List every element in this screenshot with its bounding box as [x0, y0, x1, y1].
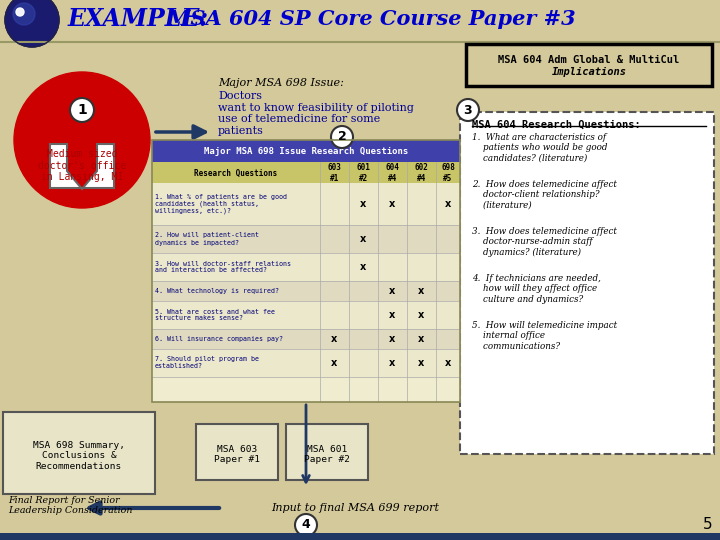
Text: x: x	[418, 358, 424, 368]
Text: 604
#4: 604 #4	[386, 163, 400, 183]
Text: x: x	[360, 234, 366, 244]
FancyBboxPatch shape	[152, 140, 460, 402]
Text: x: x	[389, 286, 395, 296]
FancyBboxPatch shape	[466, 44, 712, 86]
Text: 601
#2: 601 #2	[356, 163, 370, 183]
Text: x: x	[418, 310, 424, 320]
Circle shape	[13, 3, 35, 25]
Text: 2.  How does telemedicine affect
    doctor-client relationship?
    (literature: 2. How does telemedicine affect doctor-c…	[472, 180, 617, 210]
FancyBboxPatch shape	[152, 140, 460, 162]
Circle shape	[16, 8, 24, 16]
FancyBboxPatch shape	[460, 112, 714, 454]
FancyArrowPatch shape	[89, 502, 219, 514]
FancyBboxPatch shape	[152, 183, 460, 225]
Text: x: x	[360, 199, 366, 209]
Text: MSA 604 SP Core Course Paper #3: MSA 604 SP Core Course Paper #3	[160, 9, 575, 29]
Text: 5. What are costs and what fee
structure makes sense?: 5. What are costs and what fee structure…	[155, 308, 275, 321]
Text: x: x	[331, 358, 337, 368]
FancyBboxPatch shape	[152, 349, 460, 377]
Text: x: x	[445, 358, 451, 368]
Text: MSA 601
Paper #2: MSA 601 Paper #2	[304, 445, 350, 464]
FancyBboxPatch shape	[152, 162, 460, 183]
FancyBboxPatch shape	[152, 301, 460, 329]
Text: Medium sized
doctor's office
in Lansing, MI: Medium sized doctor's office in Lansing,…	[38, 149, 126, 182]
Text: MSA 604 Adm Global & MultiCul: MSA 604 Adm Global & MultiCul	[498, 55, 680, 65]
Text: Major MSA 698 Issue Research Questions: Major MSA 698 Issue Research Questions	[204, 146, 408, 156]
Text: 4: 4	[302, 518, 310, 531]
Text: Research Questions: Research Questions	[194, 168, 278, 178]
Text: 603
#1: 603 #1	[328, 163, 341, 183]
Text: Input to final MSA 699 report: Input to final MSA 699 report	[271, 503, 439, 513]
Text: 1: 1	[77, 103, 87, 117]
Polygon shape	[50, 144, 114, 189]
FancyBboxPatch shape	[196, 424, 278, 480]
Text: x: x	[418, 334, 424, 344]
Text: 3. How will doctor-staff relations
and interaction be affected?: 3. How will doctor-staff relations and i…	[155, 260, 291, 273]
FancyArrowPatch shape	[156, 126, 205, 138]
Text: x: x	[389, 310, 395, 320]
Text: x: x	[418, 286, 424, 296]
Circle shape	[14, 72, 150, 208]
Text: 5: 5	[703, 517, 712, 532]
FancyArrowPatch shape	[302, 405, 310, 482]
FancyBboxPatch shape	[0, 533, 720, 540]
Text: MSA 603
Paper #1: MSA 603 Paper #1	[214, 445, 260, 464]
Text: 5.  How will telemedicine impact
    internal office
    communications?: 5. How will telemedicine impact internal…	[472, 321, 617, 351]
Text: 4. What technology is required?: 4. What technology is required?	[155, 288, 279, 294]
Circle shape	[457, 99, 479, 121]
Text: 602
#4: 602 #4	[415, 163, 428, 183]
Text: x: x	[389, 358, 395, 368]
FancyBboxPatch shape	[3, 412, 155, 494]
Text: 7. Should pilot program be
established?: 7. Should pilot program be established?	[155, 356, 259, 369]
Circle shape	[295, 514, 317, 536]
FancyBboxPatch shape	[286, 424, 368, 480]
Text: x: x	[445, 199, 451, 209]
Text: MSA 698 Summary,
Conclusions &
Recommendations: MSA 698 Summary, Conclusions & Recommend…	[33, 441, 125, 471]
Text: 1.  What are characteristics of
    patients who would be good
    candidates? (: 1. What are characteristics of patients …	[472, 133, 608, 163]
Text: 2: 2	[338, 131, 346, 144]
Text: x: x	[389, 199, 395, 209]
Text: 1. What % of patients are be good
candidates (health status,
willingness, etc.)?: 1. What % of patients are be good candid…	[155, 193, 287, 214]
Text: x: x	[360, 262, 366, 272]
Text: 4.  If technicians are needed,
    how will they affect office
    culture and d: 4. If technicians are needed, how will t…	[472, 274, 601, 304]
FancyBboxPatch shape	[152, 281, 460, 301]
Text: Major MSA 698 Issue:: Major MSA 698 Issue:	[218, 78, 344, 88]
Text: Doctors
want to know feasibility of piloting
use of telemedicine for some
patien: Doctors want to know feasibility of pilo…	[218, 91, 414, 136]
Text: EXAMPLE:: EXAMPLE:	[68, 7, 209, 31]
FancyBboxPatch shape	[152, 225, 460, 253]
Circle shape	[70, 98, 94, 122]
Text: 2. How will patient-client
dynamics be impacted?: 2. How will patient-client dynamics be i…	[155, 233, 259, 246]
Text: 6. Will insurance companies pay?: 6. Will insurance companies pay?	[155, 336, 283, 342]
Text: x: x	[389, 334, 395, 344]
Text: x: x	[331, 334, 337, 344]
Text: MSA 604 Research Questions:: MSA 604 Research Questions:	[472, 120, 641, 130]
Text: 3: 3	[464, 104, 472, 117]
Circle shape	[5, 0, 59, 47]
Circle shape	[331, 126, 353, 148]
Text: Implications: Implications	[552, 67, 626, 77]
Text: 698
#5: 698 #5	[441, 163, 455, 183]
FancyBboxPatch shape	[152, 253, 460, 281]
Text: 3.  How does telemedicine affect
    doctor-nurse-admin staff
    dynamics? (lit: 3. How does telemedicine affect doctor-n…	[472, 227, 617, 257]
Text: Final Report for Senior
Leadership Consideration: Final Report for Senior Leadership Consi…	[8, 496, 132, 515]
FancyBboxPatch shape	[152, 329, 460, 349]
